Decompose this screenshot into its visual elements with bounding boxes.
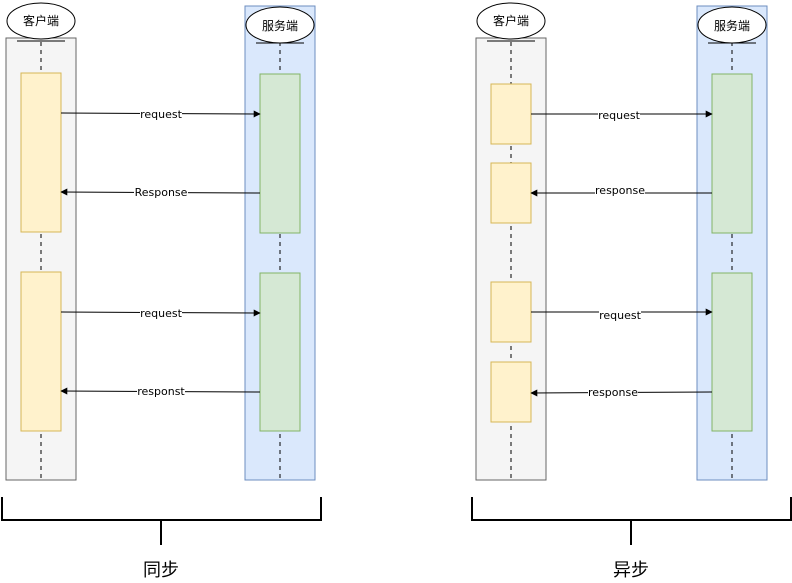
server-actor-label: 服务端 (262, 18, 298, 33)
client-activation (490, 281, 532, 343)
message-arrow: request (60, 306, 261, 320)
client-activation (20, 271, 62, 432)
message-label: request (140, 108, 183, 121)
message-arrow: responst (60, 385, 261, 398)
bracket (1, 497, 322, 545)
message-arrow: request (60, 107, 261, 121)
server-activation (259, 272, 301, 432)
message-label: responst (137, 385, 185, 398)
message-arrow: Response (60, 185, 261, 199)
sync-diagram: 客户端 服务端 request Response request (1, 2, 322, 581)
message-arrow: response (530, 386, 713, 399)
client-actor: 客户端 (6, 2, 76, 42)
async-diagram: 客户端 服务端 request response request (471, 2, 792, 581)
message-label: Response (135, 186, 188, 199)
sync-caption: 同步 (143, 560, 179, 581)
server-activation (711, 73, 753, 234)
message-label: response (595, 184, 645, 197)
message-label: response (588, 386, 638, 399)
client-activation (490, 361, 532, 423)
async-caption: 异步 (613, 560, 649, 581)
client-activation (490, 83, 532, 145)
bracket (471, 497, 792, 545)
message-label: request (140, 307, 183, 320)
server-activation (711, 272, 753, 432)
client-actor: 客户端 (476, 2, 546, 42)
message-arrow: response (530, 184, 712, 197)
client-actor-label: 客户端 (493, 13, 529, 28)
message-arrow: request (531, 308, 713, 322)
server-actor: 服务端 (245, 6, 315, 44)
message-arrow: request (531, 108, 713, 122)
message-label: request (599, 309, 642, 322)
server-actor-label: 服务端 (714, 18, 750, 33)
client-activation (490, 162, 532, 224)
server-activation (259, 73, 301, 234)
client-actor-label: 客户端 (23, 13, 59, 28)
server-actor: 服务端 (697, 6, 767, 44)
message-label: request (598, 109, 641, 122)
client-activation (20, 72, 62, 233)
